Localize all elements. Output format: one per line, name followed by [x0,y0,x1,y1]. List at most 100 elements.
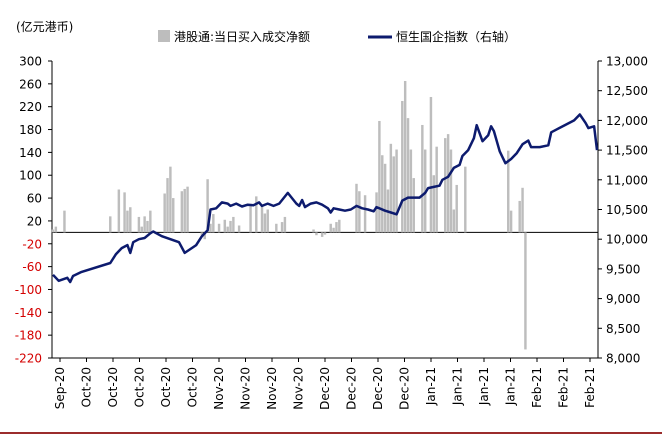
bar [51,229,55,233]
bar [137,216,141,233]
bar [381,155,384,233]
bar [375,192,378,233]
y-tick-label: 20 [27,214,42,228]
legend-bar-swatch [158,30,170,42]
x-tick-label: Nov-20 [212,367,226,410]
left-axis-unit: (亿元港币) [16,19,73,34]
x-tick-label: Jan-21 [504,367,518,406]
y-tick-label: 300 [19,55,42,69]
bar [263,213,267,233]
y-tick-label: -20 [22,237,42,251]
bar [435,146,438,233]
bar [129,207,132,233]
bar [149,210,152,233]
y-tick-label: 60 [27,192,42,206]
bar [209,223,212,233]
bar [217,223,221,233]
bar [429,96,433,233]
bar [383,163,387,233]
x-tick-label: Nov-20 [265,367,279,410]
bar [140,226,143,233]
bar [255,196,258,233]
bar [249,203,252,233]
y-tick-label: 100 [19,169,42,183]
bar [378,120,381,233]
bar [283,216,287,233]
bar [452,209,456,233]
bar [444,138,447,233]
bar [172,198,175,233]
bar [169,166,172,233]
y2-tick-label: 8,000 [606,352,640,366]
x-tick-label: Oct-20 [80,367,94,407]
bar [389,143,393,233]
bar [109,216,112,233]
bar [329,223,332,233]
bar [521,187,524,233]
bar [180,191,184,233]
bar [464,166,467,233]
x-tick-label: Jan-21 [451,367,465,406]
bar [335,222,338,233]
y2-tick-label: 8,500 [606,322,640,336]
bar [163,193,166,233]
bar [507,150,510,233]
y2-tick-label: 11,000 [606,173,648,187]
bar [312,229,315,233]
bar [206,179,209,233]
x-tick-label: Feb-21 [557,367,571,408]
y-tick-label: -100 [15,283,42,297]
x-tick-label: Sep-20 [53,367,67,409]
y2-tick-label: 9,000 [606,292,640,306]
bar [412,178,415,233]
x-tick-label: Feb-21 [530,367,544,408]
x-tick-label: Feb-21 [583,367,597,408]
bar [401,100,404,233]
bar [455,184,458,233]
bar [358,191,361,233]
bar [363,195,367,233]
y-tick-label: -140 [15,306,42,320]
bar [446,134,450,233]
bar [226,226,229,233]
y2-tick-label: 10,000 [606,233,648,247]
y-tick-label: 140 [19,146,42,160]
y2-tick-label: 10,500 [606,203,648,217]
bar [315,232,318,236]
x-tick-label: Oct-20 [106,367,120,407]
bar [126,210,129,233]
bar [332,227,335,233]
bar [403,80,407,233]
bar [143,216,146,233]
bar [280,222,284,233]
x-tick-label: Jan-21 [424,367,438,406]
x-tick-label: Dec-20 [371,367,385,410]
bar [146,220,149,233]
y-tick-label: 260 [19,77,42,91]
bar [229,220,232,233]
bar [54,226,58,233]
bar [323,232,327,235]
bar [421,124,424,233]
y2-tick-label: 11,500 [606,144,648,158]
bar [123,192,126,233]
bar [232,216,235,233]
x-tick-label: Dec-20 [345,367,359,410]
y2-tick-label: 12,000 [606,114,648,128]
x-tick-label: Oct-20 [186,367,200,407]
bar [449,149,453,233]
bar [266,209,269,233]
bar [320,232,324,237]
y2-tick-label: 9,500 [606,262,640,276]
bar [166,178,169,233]
y-tick-label: 180 [19,123,42,137]
x-tick-label: Oct-20 [159,367,173,407]
bar [183,188,186,233]
x-tick-label: Nov-20 [292,367,306,410]
index-line [52,113,599,284]
y-tick-label: -60 [22,260,42,274]
bar [406,118,410,233]
y-tick-label: 220 [19,100,42,114]
